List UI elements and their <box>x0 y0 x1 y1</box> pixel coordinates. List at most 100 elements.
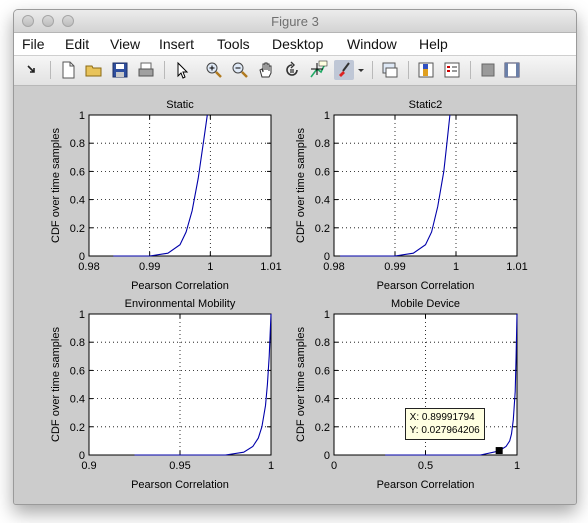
x-tick-label: 0.95 <box>169 460 190 472</box>
plot-area <box>333 114 518 257</box>
minimize-window-icon[interactable] <box>42 15 54 27</box>
y-tick-label: 0 <box>79 450 85 462</box>
menu-insert[interactable]: Insert <box>159 36 195 52</box>
rotate-3d-icon[interactable] <box>282 60 302 80</box>
x-tick-label: 0.98 <box>78 261 99 273</box>
x-tick-label: 0.99 <box>139 261 160 273</box>
figure-toolbar <box>14 56 576 86</box>
zoom-out-icon[interactable] <box>230 60 250 80</box>
window-title: Figure 3 <box>271 14 319 29</box>
x-tick-label: 1.01 <box>506 261 527 273</box>
y-axis-label: CDF over time samples <box>50 128 62 243</box>
y-axis-label: CDF over time samples <box>295 128 307 243</box>
x-axis-label: Pearson Correlation <box>131 479 229 491</box>
plot-area <box>88 313 272 456</box>
y-tick-label: 0.8 <box>70 337 85 349</box>
x-tick-label: 0.99 <box>384 261 405 273</box>
y-tick-label: 0.6 <box>70 166 85 178</box>
subplot-title: Mobile Device <box>391 298 460 310</box>
y-tick-label: 0.4 <box>70 195 85 207</box>
cdf-line <box>340 114 451 257</box>
subplot-3: 0.9 0.95 1 0 0.2 0.4 0.6 0.8 1 Environmental Mobi… <box>50 298 274 491</box>
datatip-marker <box>495 447 503 455</box>
subplot-2: 0.98 0.99 1 1.01 0 0.2 0.4 0.6 0.8 1 Static2 Pearso… <box>295 99 528 292</box>
brush-icon[interactable] <box>334 60 354 80</box>
legend-icon[interactable] <box>442 60 462 80</box>
data-cursor-icon[interactable] <box>308 60 328 80</box>
plots-svg: 0.98 0.99 1 1.01 0 0.2 0.4 0.6 0.8 1 Static Pearson… <box>50 99 528 491</box>
y-tick-label: 0.8 <box>315 138 330 150</box>
y-tick-label: 0.2 <box>70 223 85 235</box>
menu-view[interactable]: View <box>110 36 141 52</box>
title-bar[interactable]: Figure 3 <box>14 10 576 33</box>
y-tick-label: 0.6 <box>315 365 330 377</box>
y-axis-label: CDF over time samples <box>50 327 62 442</box>
x-tick-label: 1.01 <box>260 261 281 273</box>
menu-help[interactable]: Help <box>419 36 448 52</box>
x-tick-label: 1 <box>514 460 520 472</box>
y-tick-label: 0.2 <box>70 422 85 434</box>
menu-edit[interactable]: Edit <box>65 36 90 52</box>
hide-plot-tools-icon[interactable] <box>478 60 498 80</box>
arrow-icon[interactable] <box>22 60 42 80</box>
menu-window[interactable]: Window <box>347 36 397 52</box>
link-plot-icon[interactable] <box>380 60 400 80</box>
datatip-y: Y: 0.027964206 <box>409 425 480 437</box>
y-tick-label: 1 <box>324 110 330 122</box>
datatip-x: X: 0.89991794 <box>409 412 475 424</box>
x-tick-label: 0.9 <box>81 460 96 472</box>
subplot-title: Static2 <box>409 99 443 111</box>
x-axis-label: Pearson Correlation <box>377 280 475 292</box>
x-tick-label: 1 <box>268 460 274 472</box>
pan-hand-icon[interactable] <box>256 60 276 80</box>
y-tick-label: 0 <box>79 251 85 263</box>
select-pointer-icon[interactable] <box>172 60 192 80</box>
x-tick-label: 0.5 <box>418 460 433 472</box>
zoom-window-icon[interactable] <box>62 15 74 27</box>
x-axis-label: Pearson Correlation <box>131 280 229 292</box>
y-tick-label: 0.8 <box>70 138 85 150</box>
y-tick-label: 0.4 <box>315 195 330 207</box>
figure-window: Figure 3 File Edit View Insert Tools Des… <box>13 9 577 505</box>
new-figure-icon[interactable] <box>58 60 78 80</box>
menu-tools[interactable]: Tools <box>217 36 250 52</box>
close-window-icon[interactable] <box>22 15 34 27</box>
x-tick-label: 0 <box>331 460 337 472</box>
y-tick-label: 0.4 <box>315 394 330 406</box>
subplot-1: 0.98 0.99 1 1.01 0 0.2 0.4 0.6 0.8 1 Static Pearson… <box>50 99 282 292</box>
menu-desktop[interactable]: Desktop <box>272 36 324 52</box>
y-tick-label: 0.2 <box>315 223 330 235</box>
datatip-box[interactable]: X: 0.89991794 Y: 0.027964206 <box>404 408 485 441</box>
x-tick-label: 0.98 <box>323 261 344 273</box>
y-tick-label: 0.2 <box>315 422 330 434</box>
y-tick-label: 0 <box>324 251 330 263</box>
cdf-line <box>134 313 272 456</box>
brush-dropdown-icon[interactable] <box>356 60 366 80</box>
x-tick-label: 1 <box>207 261 213 273</box>
y-tick-label: 0.6 <box>315 166 330 178</box>
menu-file[interactable]: File <box>22 36 45 52</box>
x-axis-label: Pearson Correlation <box>377 479 475 491</box>
colorbar-icon[interactable] <box>416 60 436 80</box>
y-axis-label: CDF over time samples <box>295 327 307 442</box>
subplot-4: 0 0.5 1 0 0.2 0.4 0.6 0.8 1 Mobile Device Pearson … <box>295 298 520 491</box>
save-icon[interactable] <box>110 60 130 80</box>
cdf-line <box>385 313 518 456</box>
y-tick-label: 1 <box>324 309 330 321</box>
y-tick-label: 1 <box>79 110 85 122</box>
y-tick-label: 0.4 <box>70 394 85 406</box>
open-file-icon[interactable] <box>84 60 104 80</box>
x-tick-label: 1 <box>453 261 459 273</box>
y-tick-label: 0.6 <box>70 365 85 377</box>
plot-area <box>88 114 272 257</box>
y-tick-label: 0.8 <box>315 337 330 349</box>
show-plot-tools-icon[interactable] <box>502 60 522 80</box>
print-icon[interactable] <box>136 60 156 80</box>
figure-canvas[interactable]: 0.98 0.99 1 1.01 0 0.2 0.4 0.6 0.8 1 Static Pearson… <box>14 86 576 504</box>
cdf-line <box>113 114 208 257</box>
menu-bar: File Edit View Insert Tools Desktop Wind… <box>14 33 576 56</box>
y-tick-label: 0 <box>324 450 330 462</box>
subplot-title: Environmental Mobility <box>125 298 236 310</box>
zoom-in-icon[interactable] <box>204 60 224 80</box>
y-tick-label: 1 <box>79 309 85 321</box>
